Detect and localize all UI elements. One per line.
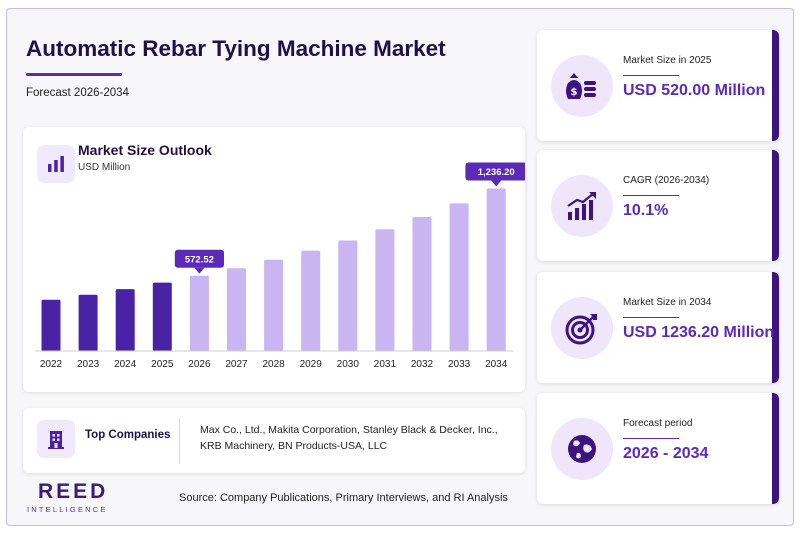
reed-logo: REED [38,480,109,503]
chart-title: Market Size Outlook [78,142,212,158]
stat-label: Forecast period [623,418,693,429]
page-title: Automatic Rebar Tying Machine Market [26,36,446,61]
source-note: Source: Company Publications, Primary In… [179,492,508,504]
title-underline [26,73,122,76]
svg-text:$: $ [571,87,578,98]
x-tick-label: 2026 [188,359,211,370]
bar-2033 [449,203,469,351]
bar-2023 [78,294,98,351]
data-label: 1,236.20 [478,167,515,178]
bar-2026 [189,275,209,351]
x-tick-label: 2029 [300,359,323,370]
page-subtitle: Forecast 2026-2034 [26,87,129,99]
companies-divider [179,418,180,464]
chart-unit: USD Million [78,162,131,173]
data-label-callout: 1,236.20 [465,162,525,187]
bar-2028 [264,259,284,351]
top-companies-label: Top Companies [85,429,171,441]
x-tick-label: 2028 [262,359,285,370]
market-size-chart: 2022 2023 2024 2025 2026 2027 2028 2029 2030 2031… [35,162,525,370]
bar-2027 [227,268,246,351]
stat-value: 2026 - 2034 [623,445,709,462]
stat-card-forecast-period: Forecast period 2026 - 2034 [537,393,779,504]
stat-rule [623,75,679,76]
bar-chart-icon [37,145,75,183]
stat-rule [623,438,679,439]
data-label-callout: 572.52 [174,249,224,274]
stat-value: USD 520.00 Million [623,82,766,99]
x-tick-label: 2027 [225,359,248,370]
growth-chart-icon [551,175,613,237]
globe-icon [551,418,613,480]
building-icon [37,420,75,458]
x-tick-label: 2032 [411,359,434,370]
bar-2032 [412,216,432,351]
stat-label: Market Size in 2025 [623,55,712,66]
bar-2034 [486,188,506,351]
stat-label: CAGR (2026-2034) [623,175,710,186]
x-tick-label: 2030 [337,359,360,370]
x-tick-label: 2024 [114,359,137,370]
x-tick-label: 2033 [448,359,471,370]
stat-card-market-2034: Market Size in 2034 USD 1236.20 Million [537,272,779,383]
stat-value: USD 1236.20 Million [623,324,775,341]
target-icon [551,297,613,359]
bar-2022 [41,299,61,351]
money-bag-icon: $ [551,55,613,117]
stat-card-market-2025: $ Market Size in 2025 USD 520.00 Million [537,30,779,141]
stat-value: 10.1% [623,202,669,219]
x-tick-label: 2031 [374,359,397,370]
bar-2031 [375,229,395,351]
x-tick-label: 2022 [40,359,63,370]
reed-logo-subtitle: INTELLIGENCE [27,505,108,514]
data-label: 572.52 [185,254,214,265]
top-companies-list: Max Co., Ltd., Makita Corporation, Stanl… [200,424,498,452]
bar-2030 [338,240,358,351]
x-tick-label: 2023 [77,359,100,370]
companies-card [23,408,525,473]
bar-2024 [115,289,135,351]
stat-rule [623,317,679,318]
stat-rule [623,195,679,196]
stat-card-cagr: CAGR (2026-2034) 10.1% [537,150,779,261]
x-tick-label: 2025 [151,359,174,370]
bar-2025 [152,282,172,351]
stat-label: Market Size in 2034 [623,297,712,308]
bar-2029 [301,250,321,351]
x-tick-label: 2034 [485,359,508,370]
